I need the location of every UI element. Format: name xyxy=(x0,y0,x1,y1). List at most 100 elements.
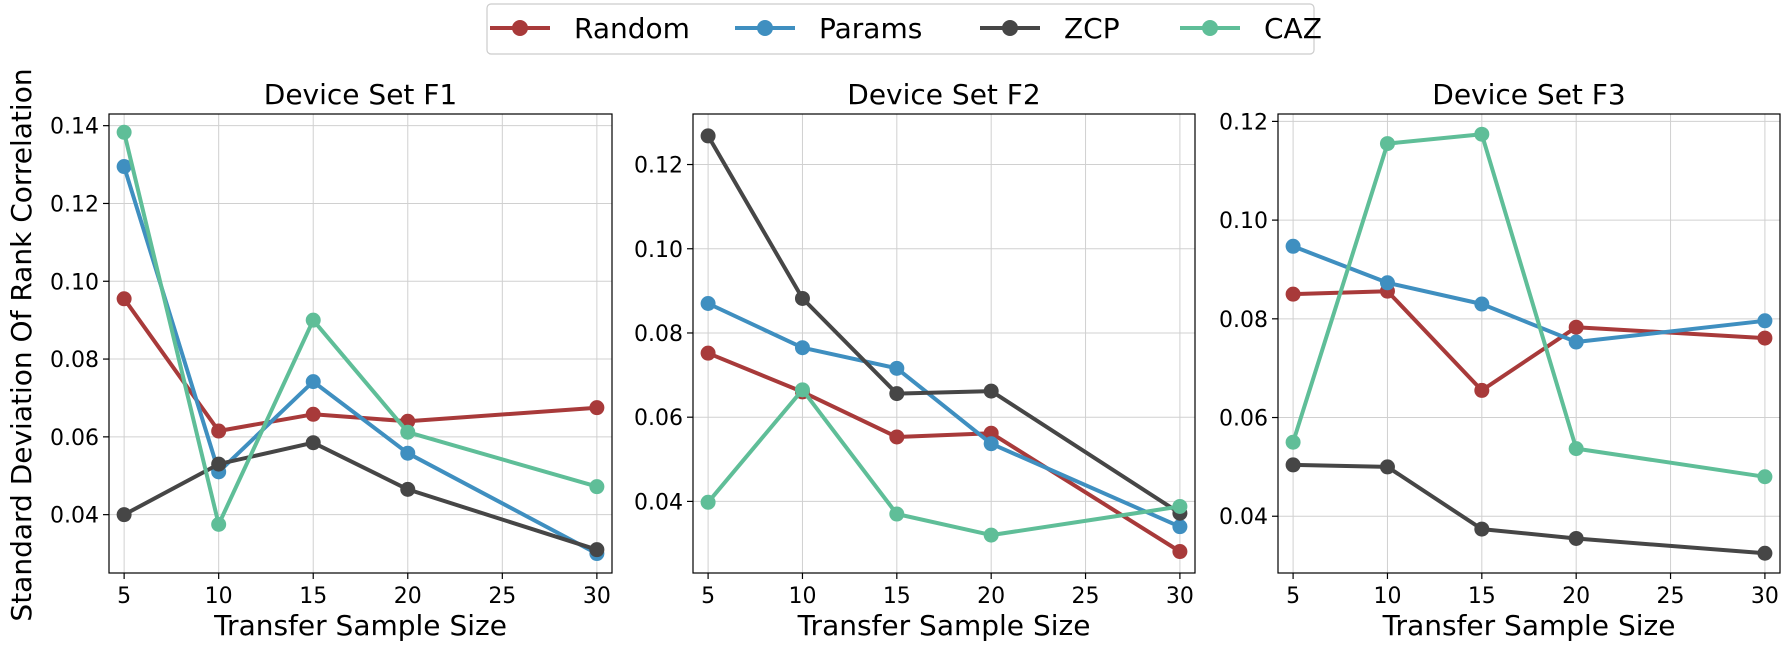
y-tick-label: 0.08 xyxy=(50,348,99,373)
data-point-params xyxy=(794,340,810,356)
legend-item-caz: CAZ xyxy=(1180,12,1322,45)
data-point-random xyxy=(1285,286,1301,302)
data-point-zcp xyxy=(1474,521,1490,537)
x-tick-label: 5 xyxy=(1286,584,1300,609)
data-point-caz xyxy=(1568,441,1584,457)
series-line-random xyxy=(122,297,598,433)
x-tick-label: 15 xyxy=(299,584,327,609)
x-tick-label: 20 xyxy=(394,584,422,609)
y-ticks: 0.04 0.06 0.08 0.10 0.12 xyxy=(1219,110,1278,530)
plot-frame xyxy=(692,113,1196,574)
data-point-caz xyxy=(1757,469,1773,485)
data-point-random xyxy=(1172,544,1188,560)
data-point-params xyxy=(1757,313,1773,329)
data-point-params xyxy=(305,374,321,390)
data-point-random xyxy=(700,345,716,361)
gridlines xyxy=(1278,114,1780,573)
x-tick-label: 5 xyxy=(701,584,715,609)
y-tick-label: 0.06 xyxy=(1219,407,1268,432)
panel-2: 5 10 15 20 25 30 0.04 0.06 0.08 0.10 0.12 Device Se… xyxy=(634,78,1196,642)
legend-swatch-marker xyxy=(757,20,773,36)
data-point-random xyxy=(211,423,227,439)
x-ticks: 5 10 15 20 25 30 xyxy=(1286,573,1779,609)
legend-swatch-marker xyxy=(512,20,528,36)
y-tick-label: 0.04 xyxy=(634,490,683,515)
series-caz xyxy=(1285,126,1773,485)
panel-title: Device Set F1 xyxy=(264,78,457,111)
series-caz xyxy=(700,382,1188,543)
legend-label: Random xyxy=(574,12,690,45)
x-tick-label: 5 xyxy=(117,584,131,609)
data-point-caz xyxy=(1285,434,1301,450)
y-axis-label: Standard Deviation Of Rank Correlation xyxy=(5,68,38,621)
y-tick-label: 0.06 xyxy=(50,426,99,451)
data-point-zcp xyxy=(1379,459,1395,475)
y-tick-label: 0.04 xyxy=(1219,505,1268,530)
data-point-zcp xyxy=(889,386,905,402)
series-line-random xyxy=(1293,289,1766,393)
panel-title: Device Set F2 xyxy=(847,78,1040,111)
legend-frame xyxy=(486,3,1315,55)
data-point-params xyxy=(983,436,999,452)
y-tick-label: 0.10 xyxy=(1219,209,1268,234)
series-zcp xyxy=(116,435,605,558)
legend-item-params: Params xyxy=(735,12,922,45)
y-tick-label: 0.10 xyxy=(50,270,99,295)
data-point-caz xyxy=(1474,126,1490,142)
y-tick-label: 0.06 xyxy=(634,406,683,431)
data-point-random xyxy=(1757,330,1773,346)
data-point-caz xyxy=(794,382,810,398)
series-line-zcp xyxy=(123,440,598,552)
legend-item-random: Random xyxy=(490,12,690,45)
data-point-params xyxy=(1379,275,1395,291)
legend-swatch-marker xyxy=(1202,20,1218,36)
data-point-random xyxy=(889,429,905,445)
data-point-params xyxy=(1172,519,1188,535)
legend: Random Params ZCP CAZ xyxy=(486,3,1322,55)
plot-frame xyxy=(1277,113,1781,574)
gridlines xyxy=(693,114,1195,573)
data-point-zcp xyxy=(700,128,716,144)
series-params xyxy=(700,295,1188,535)
data-point-caz xyxy=(305,312,321,328)
x-axis-label: Transfer Sample Size xyxy=(797,609,1091,642)
series-line-zcp xyxy=(706,134,1181,515)
series-random xyxy=(1285,283,1773,398)
x-tick-label: 20 xyxy=(1562,584,1590,609)
x-tick-label: 30 xyxy=(583,584,611,609)
data-point-random xyxy=(116,291,132,307)
data-point-zcp xyxy=(305,435,321,451)
data-point-caz xyxy=(889,506,905,522)
series-line-caz xyxy=(706,387,1181,538)
panel-title: Device Set F3 xyxy=(1432,78,1625,111)
y-tick-label: 0.04 xyxy=(50,504,99,529)
gridlines xyxy=(109,114,612,573)
series-line-caz xyxy=(1291,132,1766,479)
x-tick-label: 15 xyxy=(883,584,911,609)
x-axis-label: Transfer Sample Size xyxy=(213,609,507,642)
legend-item-zcp: ZCP xyxy=(980,12,1120,45)
data-point-caz xyxy=(1379,136,1395,152)
series-zcp xyxy=(700,128,1188,521)
y-tick-label: 0.12 xyxy=(1219,110,1268,135)
x-axis-label: Transfer Sample Size xyxy=(1382,609,1676,642)
legend-swatch-marker xyxy=(1002,20,1018,36)
x-tick-label: 25 xyxy=(1072,584,1100,609)
x-tick-label: 10 xyxy=(788,584,816,609)
data-point-zcp xyxy=(1757,545,1773,561)
legend-label: Params xyxy=(819,12,922,45)
data-point-params xyxy=(1568,334,1584,350)
x-tick-label: 15 xyxy=(1468,584,1496,609)
data-point-zcp xyxy=(983,383,999,399)
panel-3: 5 10 15 20 25 30 0.04 0.06 0.08 0.10 0.12 Device Se… xyxy=(1219,78,1781,642)
series-line-params xyxy=(122,165,598,556)
data-point-zcp xyxy=(400,481,416,497)
x-ticks: 5 10 15 20 25 30 xyxy=(701,573,1194,609)
x-tick-label: 10 xyxy=(205,584,233,609)
y-tick-label: 0.08 xyxy=(1219,308,1268,333)
data-point-caz xyxy=(700,494,716,510)
data-point-params xyxy=(116,159,132,175)
series-params xyxy=(116,159,605,562)
series-params xyxy=(1285,238,1773,350)
